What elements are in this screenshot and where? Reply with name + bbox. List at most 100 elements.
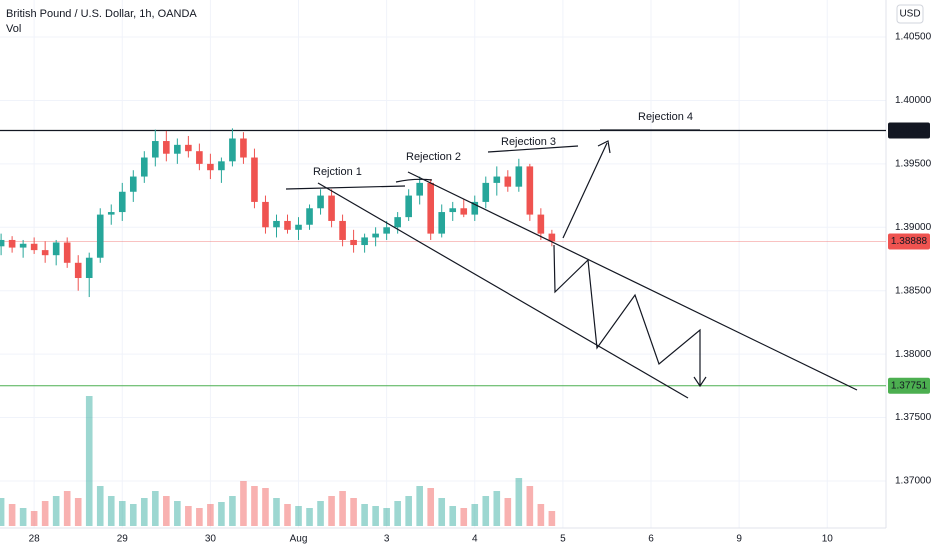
candle-body <box>317 195 324 209</box>
volume-bar <box>295 506 302 526</box>
candle-body <box>295 224 302 230</box>
volume-bar <box>394 501 401 526</box>
candle-body <box>361 237 368 246</box>
annotation: Rejection 4 <box>638 111 693 123</box>
y-tick-label: 1.37000 <box>895 476 932 487</box>
candle-body <box>493 176 501 183</box>
volume-bar <box>63 491 71 526</box>
volume-bar <box>537 504 545 526</box>
candle-body <box>240 138 247 158</box>
volume-bar <box>185 506 192 526</box>
volume-bar <box>383 508 390 526</box>
candle-body <box>405 195 412 218</box>
candle-body <box>0 239 5 247</box>
y-tick-label: 1.38000 <box>895 349 932 360</box>
volume-bar <box>405 496 412 526</box>
candle-body <box>427 182 435 234</box>
x-tick-label: 28 <box>29 534 41 545</box>
volume-bar <box>273 498 280 526</box>
volume-bar <box>174 501 181 526</box>
x-tick-label: 6 <box>648 534 654 545</box>
candles <box>0 128 556 298</box>
volume-bar <box>460 508 468 526</box>
price-level-label: 1.39763 <box>891 125 928 136</box>
volume-bar <box>328 496 335 526</box>
candle-body <box>129 176 137 192</box>
candle-body <box>52 242 60 256</box>
volume-bar <box>52 496 60 526</box>
currency[interactable]: USD <box>899 9 920 20</box>
candle-body <box>273 220 280 228</box>
candle-body <box>196 151 203 164</box>
volume-label: Vol <box>6 23 21 35</box>
candle-body <box>30 243 38 251</box>
candle-body <box>140 157 148 177</box>
candle-body <box>174 144 181 154</box>
y-tick-label: 1.40000 <box>895 95 932 106</box>
volume-bar <box>196 508 203 526</box>
volume-bar <box>515 478 523 526</box>
volume-bar <box>19 508 27 526</box>
volume-bar <box>372 506 379 526</box>
candle-body <box>339 220 346 240</box>
volume-bar <box>74 498 82 526</box>
y-tick-label: 1.40500 <box>895 32 932 43</box>
volume-bar <box>0 498 5 526</box>
grid <box>0 0 886 528</box>
candle-body <box>438 212 446 234</box>
x-tick-label: 3 <box>384 534 390 545</box>
price-level-label: 1.38888 <box>891 236 928 247</box>
candle-body <box>328 195 335 221</box>
volume-bar <box>140 498 148 526</box>
candle-body <box>372 233 379 238</box>
price-level-label: 1.37751 <box>891 380 928 391</box>
rejection-line-3 <box>487 145 579 153</box>
currency-box[interactable] <box>896 4 924 24</box>
candle-body <box>8 239 16 248</box>
y-tick-label: 1.39000 <box>895 222 932 233</box>
rejection-line-1 <box>285 185 406 190</box>
arrow-up-head <box>597 140 611 154</box>
candle-body <box>526 166 534 215</box>
candle-body <box>19 243 27 248</box>
channel-upper <box>407 171 858 391</box>
candle-body <box>383 227 390 234</box>
volume-bar <box>229 496 236 526</box>
candle-body <box>218 161 225 171</box>
volume-bar <box>427 488 435 526</box>
volume-bar <box>218 502 225 526</box>
candle-body <box>471 201 479 215</box>
candle-body <box>163 141 170 154</box>
candle-body <box>229 138 236 162</box>
candle-body <box>537 214 545 234</box>
rejection-line-2 <box>395 178 433 183</box>
arrow-down-head <box>693 376 707 388</box>
candle-body <box>350 239 357 246</box>
x-tick-label: Aug <box>290 534 308 545</box>
volume-bar <box>96 486 104 526</box>
candle-body <box>504 176 512 187</box>
volume-bar <box>482 496 490 526</box>
volume-bar <box>284 504 291 526</box>
volume-bar <box>85 396 93 526</box>
x-tick-label: 10 <box>822 534 834 545</box>
price-level-tag <box>888 122 930 139</box>
candle-body <box>41 250 49 256</box>
x-tick-label: 9 <box>736 534 742 545</box>
x-tick-label: 29 <box>117 534 129 545</box>
candle-body <box>284 220 291 230</box>
volume-bar <box>416 486 423 526</box>
candle-body <box>394 217 401 228</box>
price-level-tag <box>888 377 930 394</box>
volume-bar <box>339 491 346 526</box>
candle-body <box>63 242 71 263</box>
volume-bar <box>526 486 534 526</box>
candle-body <box>107 212 115 215</box>
volume-bar <box>118 501 126 526</box>
volume-bar <box>152 491 159 526</box>
candle-body <box>449 208 457 213</box>
volume-bar <box>8 504 16 526</box>
candle-body <box>548 233 556 242</box>
volume-bar <box>129 504 137 526</box>
candle-body <box>74 262 82 279</box>
